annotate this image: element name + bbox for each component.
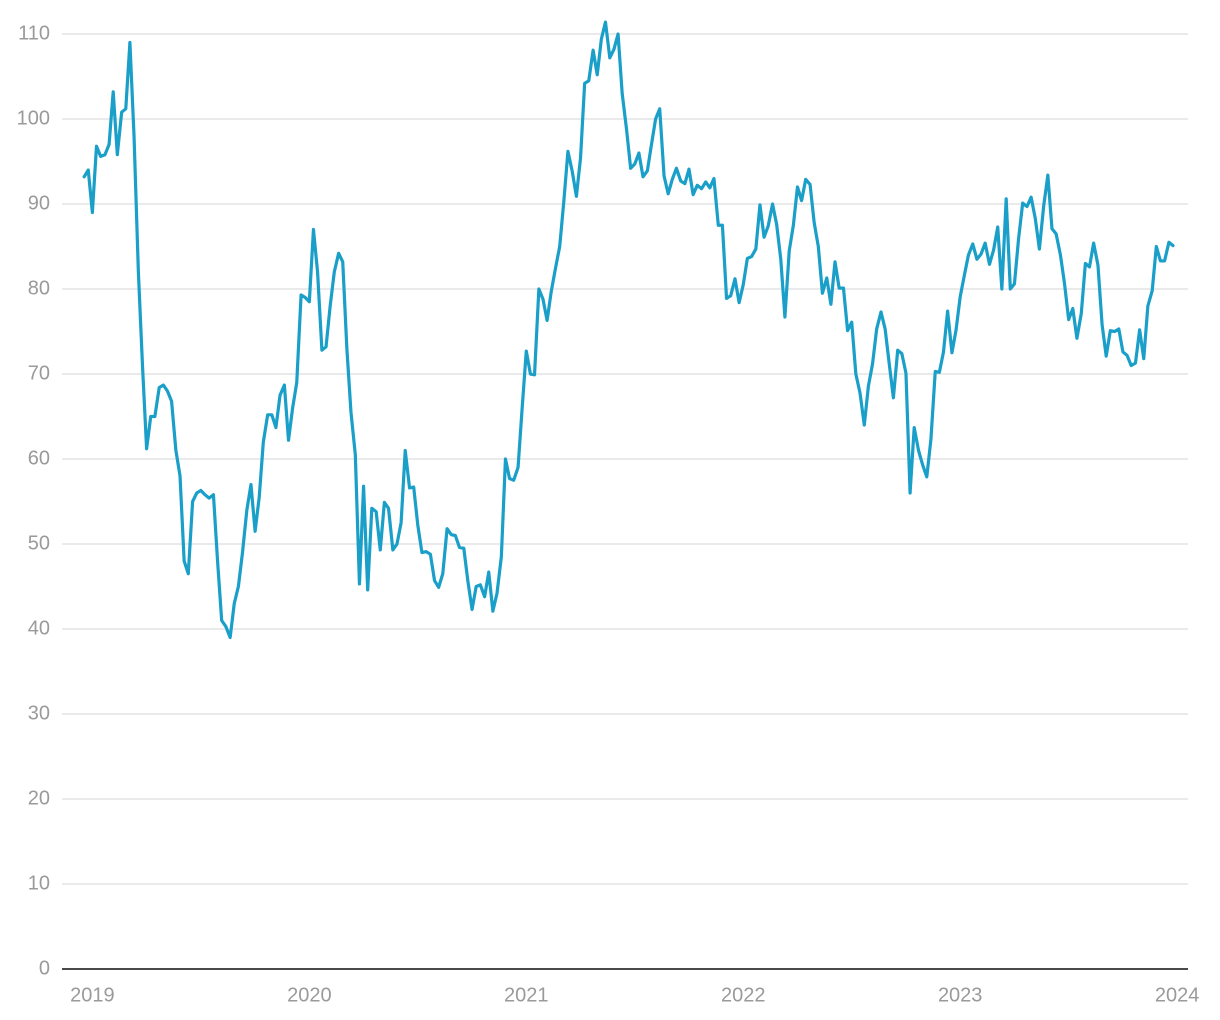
y-tick-label: 50: [28, 532, 50, 554]
y-tick-label: 10: [28, 872, 50, 894]
y-tick-label: 80: [28, 277, 50, 299]
x-tick-label: 2020: [287, 984, 332, 1006]
x-tick-label: 2022: [721, 984, 766, 1006]
y-tick-label: 110: [18, 22, 50, 44]
y-tick-label: 30: [28, 702, 50, 724]
y-tick-label: 60: [28, 447, 50, 469]
data-line: [82, 20, 1175, 640]
x-tick-label: 2021: [504, 984, 549, 1006]
x-tick-label: 2023: [938, 984, 983, 1006]
y-tick-label: 90: [28, 192, 50, 214]
y-tick-label: 20: [28, 787, 50, 809]
y-tick-label: 70: [28, 362, 50, 384]
x-tick-label: 2024: [1155, 984, 1200, 1006]
y-tick-label: 40: [28, 617, 50, 639]
y-tick-label: 0: [39, 957, 50, 979]
y-tick-label: 100: [17, 107, 50, 129]
x-tick-label: 2019: [70, 984, 115, 1006]
